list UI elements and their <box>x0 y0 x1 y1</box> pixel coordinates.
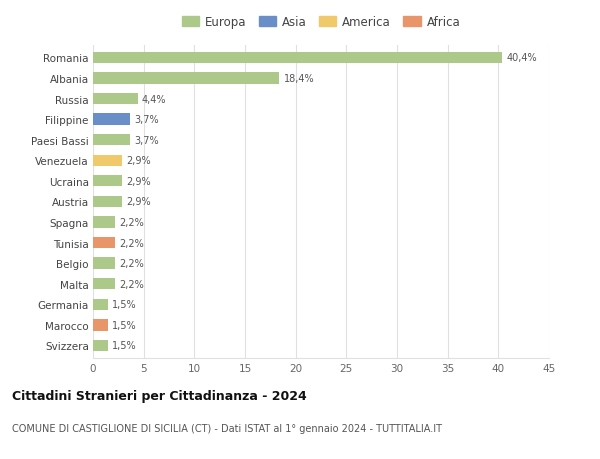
Bar <box>93 73 280 84</box>
Bar <box>93 134 130 146</box>
Text: 2,2%: 2,2% <box>119 279 144 289</box>
Text: 2,9%: 2,9% <box>127 156 151 166</box>
Text: 2,2%: 2,2% <box>119 238 144 248</box>
Bar <box>93 94 137 105</box>
Text: 1,5%: 1,5% <box>112 341 137 351</box>
Text: 18,4%: 18,4% <box>284 74 314 84</box>
Text: 2,2%: 2,2% <box>119 218 144 228</box>
Text: 40,4%: 40,4% <box>506 53 537 63</box>
Text: 2,2%: 2,2% <box>119 258 144 269</box>
Text: 2,9%: 2,9% <box>127 176 151 186</box>
Bar <box>93 319 108 331</box>
Text: 2,9%: 2,9% <box>127 197 151 207</box>
Bar <box>93 340 108 351</box>
Text: 3,7%: 3,7% <box>134 115 159 125</box>
Bar <box>93 217 115 228</box>
Bar <box>93 176 122 187</box>
Text: 4,4%: 4,4% <box>142 94 166 104</box>
Text: 3,7%: 3,7% <box>134 135 159 146</box>
Bar <box>93 114 130 125</box>
Text: COMUNE DI CASTIGLIONE DI SICILIA (CT) - Dati ISTAT al 1° gennaio 2024 - TUTTITAL: COMUNE DI CASTIGLIONE DI SICILIA (CT) - … <box>12 424 442 433</box>
Bar <box>93 196 122 207</box>
Bar <box>93 279 115 290</box>
Bar <box>93 155 122 167</box>
Bar <box>93 258 115 269</box>
Bar <box>93 299 108 310</box>
Bar <box>93 237 115 249</box>
Text: 1,5%: 1,5% <box>112 300 137 310</box>
Legend: Europa, Asia, America, Africa: Europa, Asia, America, Africa <box>177 11 465 34</box>
Bar <box>93 53 502 64</box>
Text: Cittadini Stranieri per Cittadinanza - 2024: Cittadini Stranieri per Cittadinanza - 2… <box>12 389 307 403</box>
Text: 1,5%: 1,5% <box>112 320 137 330</box>
